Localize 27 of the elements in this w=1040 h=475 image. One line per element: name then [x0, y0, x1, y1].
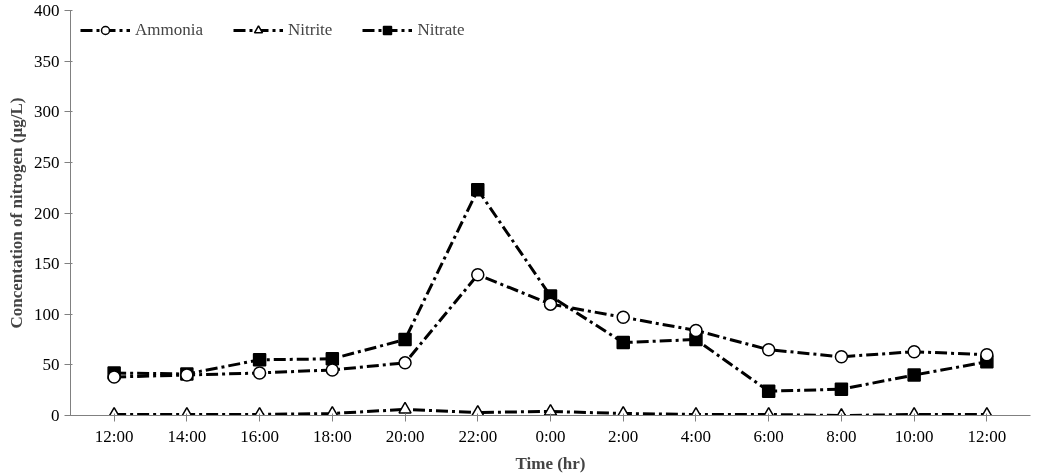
y-tick-label: 300 [34, 102, 60, 122]
x-tick-label: 8:00 [826, 426, 857, 446]
x-tick-label: 18:00 [312, 426, 352, 446]
legend-label: Nitrate [417, 20, 465, 40]
y-tick-label: 400 [34, 1, 60, 20]
x-tick-label: 20:00 [385, 426, 425, 446]
x-tick-label: 16:00 [240, 426, 279, 446]
y-tick-label: 100 [34, 304, 60, 324]
x-tick-label: 2:00 [608, 426, 639, 446]
y-tick-label: 200 [34, 203, 60, 223]
y-tick-label: 250 [34, 152, 60, 172]
y-tick-label: 350 [34, 51, 60, 71]
y-axis-title: Concentation of nitrogen (µg/L) [7, 97, 26, 329]
legend-label: Ammonia [135, 20, 203, 40]
y-tick-label: 0 [51, 406, 60, 425]
x-tick-label: 10:00 [894, 426, 934, 446]
x-tick-label: 14:00 [167, 426, 207, 446]
x-tick-label: 4:00 [680, 426, 712, 446]
x-tick-label: 12:00 [94, 426, 134, 446]
y-tick-label: 150 [34, 254, 60, 274]
x-tick-label: 6:00 [753, 426, 784, 446]
y-tick-label: 50 [42, 355, 60, 375]
x-axis-title: Time (hr) [515, 453, 586, 473]
x-tick-label: 12:00 [967, 426, 1007, 446]
legend-label: Nitrite [288, 20, 333, 40]
x-tick-label: 22:00 [458, 426, 498, 446]
x-tick-label: 0:00 [535, 426, 566, 446]
